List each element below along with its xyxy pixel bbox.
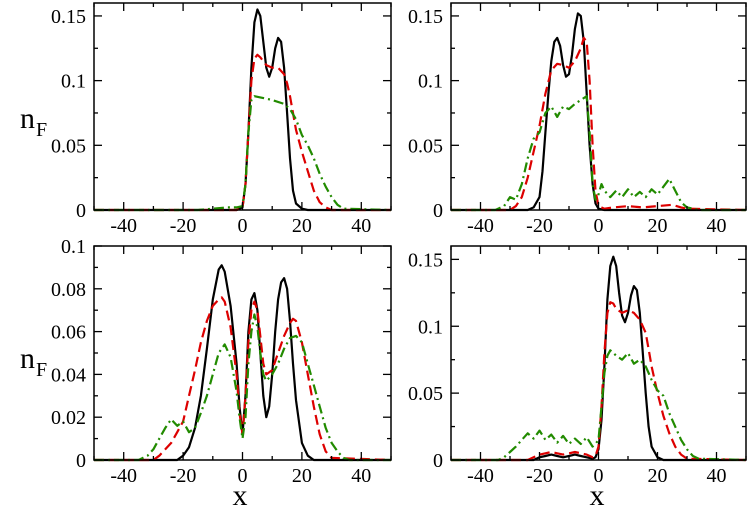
- ylabel-bottom-sub: F: [36, 359, 47, 381]
- series-dashdot-line-top-left: [94, 95, 392, 212]
- panel-bottom-left: -40 -20 0 20 40 0 0.02 0.04 0.06 0.08 0.1: [51, 236, 392, 487]
- x-tick-label-top-left: -40: [110, 215, 137, 237]
- x-tick-label-top-right: 40: [707, 215, 727, 237]
- series-solid-line-top-right: [451, 12, 746, 212]
- x-tick-label-bottom-left: -20: [170, 465, 197, 487]
- panel-top-left: -40 -20 0 20 40 0 0.05 0.1 0.15: [51, 2, 392, 237]
- x-tick-label-bottom-right: 40: [707, 465, 727, 487]
- y-tick-label-top-left: 0.05: [51, 135, 86, 157]
- x-tick-label-top-right: -20: [526, 215, 553, 237]
- x-tick-label-top-left: 20: [292, 215, 312, 237]
- y-tick-label-top-left: 0: [76, 200, 86, 222]
- series-dashdot-line-bottom-left: [94, 313, 391, 462]
- y-tick-label-bottom-right: 0: [433, 450, 443, 472]
- y-tick-label-bottom-left: 0.04: [51, 364, 86, 386]
- xlabel-bottom-right: x: [590, 479, 605, 510]
- x-tick-label-bottom-right: -20: [526, 465, 553, 487]
- series-dash-line-top-left: [94, 53, 391, 212]
- ylabel-bottom: n F: [20, 342, 47, 381]
- y-tick-label-bottom-left: 0.08: [51, 279, 86, 301]
- y-tick-label-top-right: 0: [433, 200, 443, 222]
- x-tick-label-top-left: 40: [351, 215, 371, 237]
- ylabel-top-main: n: [20, 102, 35, 135]
- x-tick-label-top-left: 0: [238, 215, 248, 237]
- x-tick-label-bottom-left: -40: [110, 465, 137, 487]
- x-tick-label-top-right: 20: [648, 215, 668, 237]
- ylabel-top: n F: [20, 102, 47, 141]
- x-tick-label-bottom-left: 0: [238, 465, 248, 487]
- series-dashdot-line-bottom-right: [451, 349, 747, 462]
- x-tick-label-top-right: 0: [594, 215, 604, 237]
- series-solid-line-bottom-right: [451, 255, 746, 462]
- x-tick-label-bottom-left: 40: [351, 465, 371, 487]
- y-tick-label-top-right: 0.1: [418, 71, 443, 93]
- y-tick-label-bottom-right: 0.1: [418, 316, 443, 338]
- ylabel-top-sub: F: [36, 119, 47, 141]
- series-solid-line-bottom-left: [94, 264, 391, 462]
- y-tick-label-top-right: 0.05: [408, 135, 443, 157]
- x-tick-label-bottom-right: 0: [594, 465, 604, 487]
- y-tick-label-bottom-right: 0.05: [408, 383, 443, 405]
- x-tick-label-top-right: -40: [467, 215, 494, 237]
- x-tick-label-bottom-left: 20: [292, 465, 312, 487]
- y-tick-label-bottom-left: 0.02: [51, 407, 86, 429]
- y-tick-label-bottom-left: 0.06: [51, 322, 86, 344]
- y-tick-label-top-left: 0.1: [61, 71, 86, 93]
- x-tick-label-bottom-right: 20: [648, 465, 668, 487]
- series-solid-line-top-left: [94, 8, 391, 212]
- y-tick-label-bottom-right: 0.15: [408, 249, 443, 271]
- plot-frame-top-left: [93, 2, 392, 211]
- y-tick-label-bottom-left: 0.1: [61, 236, 86, 258]
- series-dash-line-top-right: [451, 36, 747, 212]
- y-tick-label-top-left: 0.15: [51, 6, 86, 28]
- xlabel-bottom-left: x: [233, 479, 248, 510]
- panel-top-right: -40 -20 0 20 40 0 0.05 0.1 0.15: [408, 2, 747, 237]
- y-tick-label-top-right: 0.15: [408, 6, 443, 28]
- y-tick-label-bottom-left: 0: [76, 450, 86, 472]
- plot-frame-top-right: [450, 2, 747, 211]
- panel-bottom-right: -40 -20 0 20 40 0 0.05 0.1 0.15: [408, 245, 747, 487]
- series-dash-line-bottom-right: [451, 301, 747, 462]
- x-tick-label-bottom-right: -40: [467, 465, 494, 487]
- series-dash-line-bottom-left: [94, 296, 392, 462]
- series-dashdot-line-top-right: [451, 95, 746, 212]
- ylabel-bottom-main: n: [20, 342, 35, 375]
- x-tick-label-top-left: -20: [170, 215, 197, 237]
